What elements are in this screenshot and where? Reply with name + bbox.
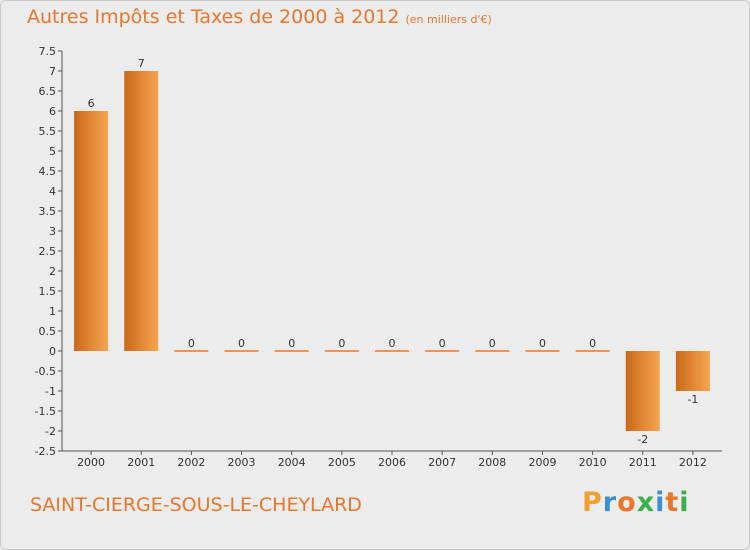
- bar: [124, 71, 159, 351]
- y-tick-label: 7: [49, 65, 56, 78]
- x-tick-label: 2005: [328, 456, 356, 469]
- logo-letter: x: [636, 487, 656, 518]
- commune-name: SAINT-CIERGE-SOUS-LE-CHEYLARD: [30, 494, 362, 516]
- y-tick-label: -1.5: [35, 405, 56, 418]
- y-tick-label: 6.5: [39, 85, 57, 98]
- logo-letter: i: [655, 487, 666, 518]
- chart-title-text: Autres Impôts et Taxes de 2000 à 2012: [27, 6, 400, 28]
- data-label: -2: [637, 433, 648, 446]
- logo-letter: t: [665, 487, 680, 518]
- x-tick-label: 2012: [679, 456, 707, 469]
- data-label: 0: [439, 337, 446, 350]
- y-tick-label: 4.5: [39, 165, 57, 178]
- x-tick-label: 2011: [629, 456, 657, 469]
- x-tick-label: 2007: [428, 456, 456, 469]
- y-tick-label: 7.5: [39, 45, 57, 58]
- data-label: 0: [238, 337, 245, 350]
- data-label: 0: [489, 337, 496, 350]
- bar: [675, 351, 710, 391]
- bar: [74, 111, 109, 351]
- y-tick-label: -1: [45, 385, 56, 398]
- y-tick-label: 2: [49, 265, 56, 278]
- data-label: 0: [539, 337, 546, 350]
- y-tick-label: 1: [49, 305, 56, 318]
- logo-letter: r: [602, 487, 618, 518]
- data-label: 0: [338, 337, 345, 350]
- x-tick-label: 2003: [228, 456, 256, 469]
- data-label: -1: [687, 393, 698, 406]
- data-label: 0: [188, 337, 195, 350]
- data-label: 0: [389, 337, 396, 350]
- y-tick-label: 2.5: [39, 245, 57, 258]
- y-tick-label: 0.5: [39, 325, 57, 338]
- x-tick-label: 2010: [579, 456, 607, 469]
- y-tick-label: 5.5: [39, 125, 57, 138]
- y-tick-label: 3: [49, 225, 56, 238]
- logo-letter: o: [617, 487, 637, 518]
- proxiti-logo[interactable]: Proxiti: [582, 487, 690, 518]
- logo-letter: P: [582, 487, 603, 518]
- x-tick-label: 2002: [177, 456, 205, 469]
- logo-letter: i: [679, 487, 690, 518]
- chart-unit: (en milliers d'€): [405, 13, 492, 26]
- x-tick-label: 2001: [127, 456, 155, 469]
- x-tick-label: 2000: [77, 456, 105, 469]
- x-tick-label: 2008: [478, 456, 506, 469]
- y-tick-label: 1.5: [39, 285, 57, 298]
- data-label: 6: [88, 97, 95, 110]
- data-label: 0: [288, 337, 295, 350]
- x-tick-label: 2009: [528, 456, 556, 469]
- y-tick-label: -2.5: [35, 445, 56, 458]
- y-tick-label: 5: [49, 145, 56, 158]
- x-tick-label: 2006: [378, 456, 406, 469]
- data-label: 0: [589, 337, 596, 350]
- y-tick-label: 0: [49, 345, 56, 358]
- y-tick-label: 6: [49, 105, 56, 118]
- x-tick-label: 2004: [278, 456, 306, 469]
- y-tick-label: 4: [49, 185, 56, 198]
- chart-title: Autres Impôts et Taxes de 2000 à 2012 (en…: [27, 6, 492, 28]
- y-tick-label: 3.5: [39, 205, 57, 218]
- y-tick-label: -0.5: [35, 365, 56, 378]
- y-tick-label: -2: [45, 425, 56, 438]
- bar: [625, 351, 660, 431]
- data-label: 7: [138, 57, 145, 70]
